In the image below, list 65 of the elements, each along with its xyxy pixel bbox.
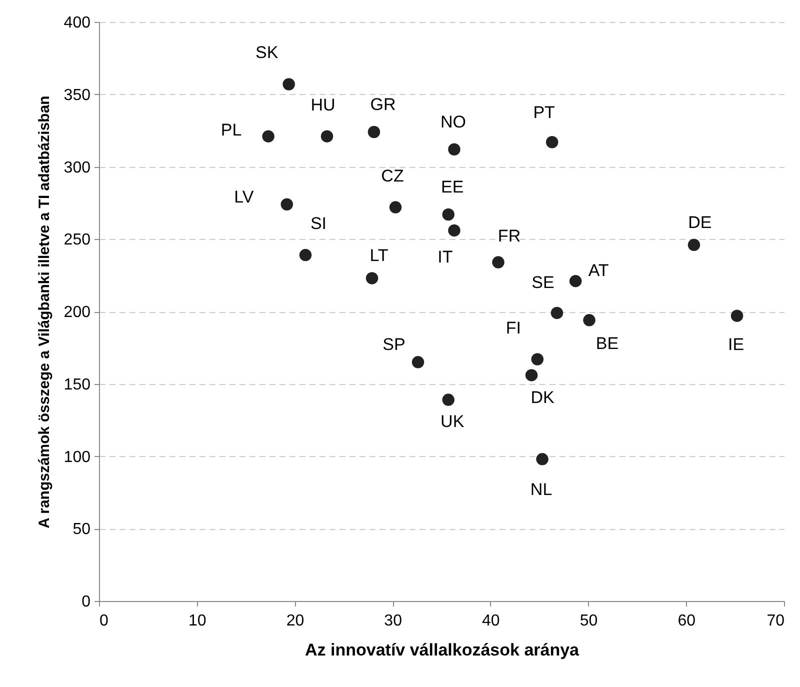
point [282, 78, 295, 90]
y-tick-label: 300 [64, 159, 91, 176]
point [531, 353, 544, 366]
point [448, 143, 460, 156]
annotation: IE [728, 334, 744, 354]
point [730, 310, 744, 322]
point [299, 248, 312, 262]
annotation: SK [256, 43, 279, 62]
point [688, 238, 700, 252]
point [442, 208, 454, 221]
y-tick-label: 150 [64, 376, 91, 394]
point [280, 198, 294, 210]
point [389, 201, 402, 214]
annotation: AT [588, 261, 609, 280]
point [492, 256, 504, 268]
x-tick-label: 70 [766, 612, 785, 630]
x-axis-title: Az innovatív vállalkozások aránya [304, 640, 580, 660]
annotation: UK [440, 412, 465, 431]
point [366, 272, 378, 284]
annotation: DK [530, 388, 555, 408]
annotation: LT [370, 246, 388, 266]
annotation: IT [438, 247, 453, 266]
annotation: PT [533, 103, 555, 122]
point [320, 130, 334, 142]
annotation: GR [370, 95, 396, 114]
annotation: LV [234, 187, 254, 206]
point [262, 130, 274, 142]
point [448, 224, 460, 237]
annotation: FI [506, 318, 521, 338]
y-axis-title: A rangszámok összege a Világbanki illetve a TI adatbázisban [36, 96, 53, 528]
x-tick-label: 0 [100, 612, 108, 630]
annotation: BE [596, 334, 619, 354]
point [583, 314, 596, 326]
x-tick-label: 40 [482, 612, 500, 630]
y-tick-label: 350 [64, 86, 91, 104]
annotation: PL [220, 120, 242, 140]
y-tick-label: 100 [64, 448, 91, 466]
annotation: CZ [381, 166, 404, 186]
annotation: DE [688, 212, 712, 232]
annotation: FR [498, 226, 521, 246]
x-tick-label: 20 [286, 612, 304, 630]
point [368, 126, 380, 138]
x-tick-label: 10 [188, 612, 206, 630]
y-tick-label: 0 [82, 594, 91, 610]
point [569, 274, 582, 288]
annotation: SP [382, 335, 406, 354]
annotation: SE [532, 272, 554, 292]
y-tick-label: 200 [64, 304, 91, 321]
annotation: NL [530, 480, 552, 500]
x-tick-label: 50 [580, 612, 598, 630]
annotation: EE [441, 178, 464, 197]
annotation: HU [310, 95, 336, 114]
point [536, 453, 548, 466]
y-tick-label: 50 [72, 521, 91, 538]
point [525, 369, 538, 382]
point [412, 356, 424, 368]
point [442, 394, 454, 406]
point [550, 306, 564, 320]
x-tick-label: 30 [384, 612, 402, 630]
y-tick-label: 400 [64, 14, 91, 32]
x-tick-label: 60 [678, 612, 696, 630]
annotation: NO [440, 112, 466, 132]
point [546, 136, 558, 148]
y-tick-label: 250 [64, 232, 91, 249]
annotation: SI [310, 214, 327, 234]
